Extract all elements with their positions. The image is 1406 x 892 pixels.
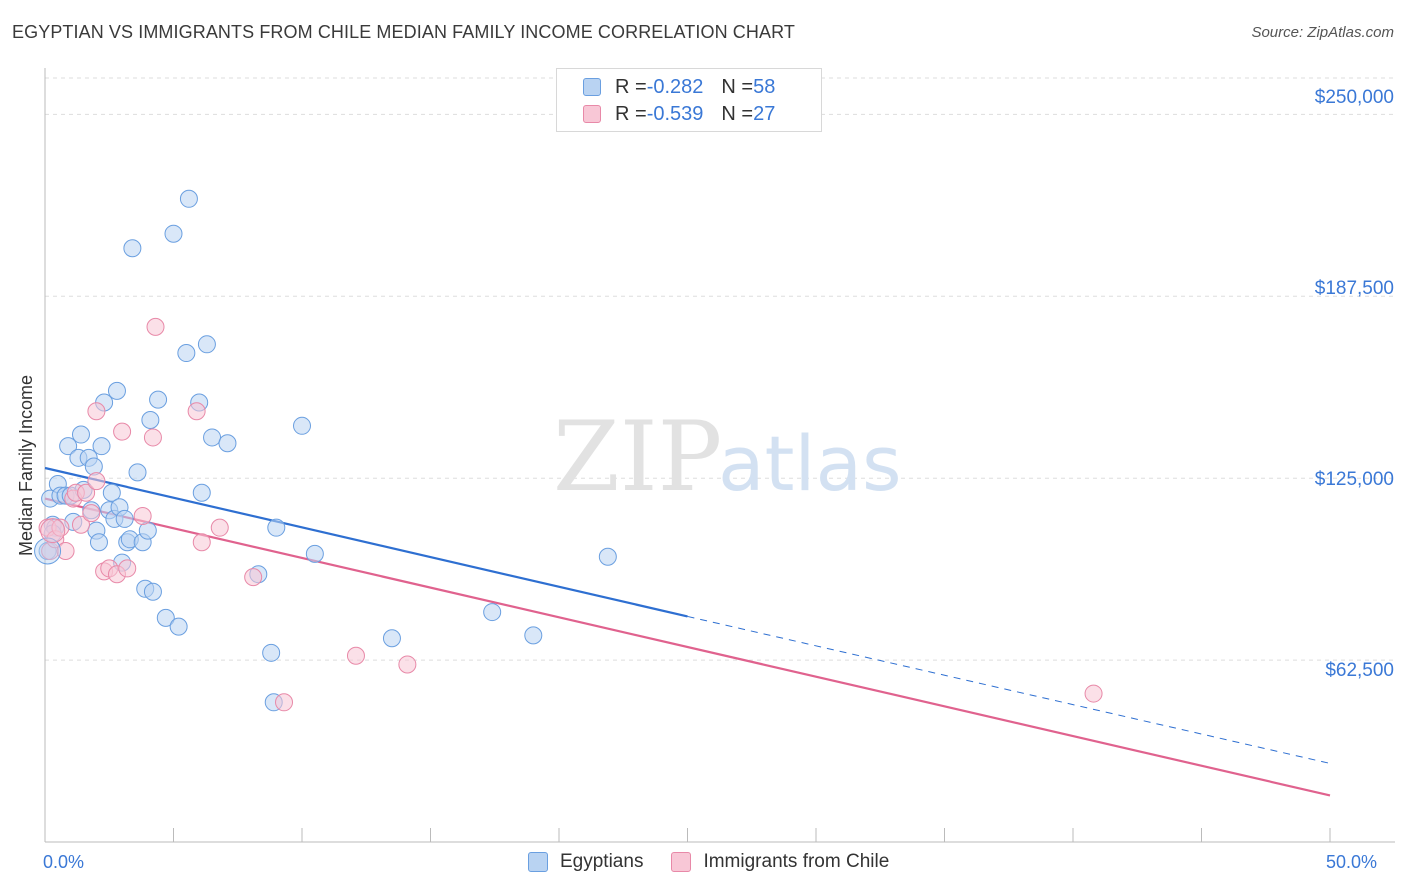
legend-swatch-chile xyxy=(671,852,692,872)
point-chile xyxy=(346,646,365,665)
y-tick-label-250000: $250,000 xyxy=(1314,87,1394,108)
legend-row-egyptians: R = -0.282 N = 58 xyxy=(583,73,775,101)
legend-item-egyptians[interactable]: Egyptians xyxy=(528,851,643,873)
legend-swatch-blue xyxy=(583,78,601,96)
point-egyptians xyxy=(203,428,222,447)
point-egyptians xyxy=(149,390,168,409)
legend-r-value: -0.539 xyxy=(646,102,704,125)
x-tick-label-max: 50.0% xyxy=(1326,852,1378,872)
watermark: ZIP atlas xyxy=(553,401,902,513)
legend-r-label: R = xyxy=(615,75,647,98)
point-chile-cluster xyxy=(40,518,66,544)
point-chile xyxy=(133,507,152,526)
point-egyptians xyxy=(102,483,121,502)
y-tick-label-125000: $125,000 xyxy=(1314,469,1394,490)
point-egyptians xyxy=(179,189,198,208)
y-tick-label-62500: $62,500 xyxy=(1325,660,1394,681)
y-axis-label: Median Family Income xyxy=(16,374,36,556)
point-egyptians xyxy=(164,224,183,243)
legend-label-chile: Immigrants from Chile xyxy=(703,851,890,872)
point-egyptians xyxy=(71,425,90,444)
watermark-zip: ZIP xyxy=(553,401,722,513)
legend-r-value: -0.282 xyxy=(646,75,704,98)
point-egyptians xyxy=(89,533,108,552)
point-chile xyxy=(82,504,101,523)
point-chile xyxy=(146,317,165,336)
legend-row-chile: R = -0.539 N = 27 xyxy=(583,100,775,128)
point-egyptians xyxy=(305,544,324,563)
legend-swatch-pink xyxy=(583,105,601,123)
x-tick-label-min: 0.0% xyxy=(43,852,85,872)
point-egyptians xyxy=(59,437,78,456)
point-egyptians xyxy=(483,603,502,622)
trend-line-egyptians xyxy=(44,466,688,618)
point-egyptians xyxy=(115,509,134,528)
point-chile xyxy=(192,533,211,552)
legend-n-label: N = xyxy=(721,75,754,98)
point-chile xyxy=(187,402,206,421)
point-egyptians xyxy=(123,239,142,258)
legend-n-value: 58 xyxy=(753,75,776,98)
point-egyptians xyxy=(128,463,147,482)
point-egyptians xyxy=(267,518,286,537)
point-chile xyxy=(143,428,162,447)
point-egyptians xyxy=(169,617,188,636)
point-egyptians xyxy=(598,547,617,566)
correlation-legend: R = -0.282 N = 58 R = -0.539 N = 27 xyxy=(556,68,822,132)
legend-n-label: N = xyxy=(721,102,754,125)
series-legend: Egyptians Immigrants from Chile xyxy=(528,851,917,873)
point-egyptians xyxy=(92,437,111,456)
trend-line-chile xyxy=(44,497,1331,797)
point-chile xyxy=(71,515,90,534)
point-chile xyxy=(113,422,132,441)
point-egyptians xyxy=(156,608,175,627)
point-chile xyxy=(210,518,229,537)
point-egyptians xyxy=(192,483,211,502)
data-points xyxy=(34,189,1103,712)
legend-n-value: 27 xyxy=(753,102,776,125)
point-egyptians xyxy=(218,434,237,453)
watermark-atlas: atlas xyxy=(718,419,902,508)
point-chile xyxy=(275,693,294,712)
y-tick-label-187500: $187,500 xyxy=(1314,278,1394,299)
point-egyptians xyxy=(262,643,281,662)
legend-r-label: R = xyxy=(615,102,647,125)
legend-swatch-egyptians xyxy=(528,852,548,872)
point-egyptians-cluster xyxy=(34,537,62,565)
point-egyptians xyxy=(107,381,126,400)
point-chile xyxy=(1084,684,1103,703)
point-egyptians xyxy=(382,629,401,648)
point-chile xyxy=(56,541,75,560)
point-egyptians xyxy=(141,410,160,429)
source-label: Source: ZipAtlas.com xyxy=(1251,24,1394,41)
point-egyptians xyxy=(293,416,311,435)
legend-label-egyptians: Egyptians xyxy=(560,851,644,872)
point-chile xyxy=(244,568,263,587)
point-egyptians xyxy=(197,335,216,354)
point-egyptians xyxy=(143,582,162,601)
axes xyxy=(44,68,1395,843)
point-egyptians xyxy=(524,626,543,645)
trend-line-egyptians-extrapolated xyxy=(687,615,1331,764)
chart-title: EGYPTIAN VS IMMIGRANTS FROM CHILE MEDIAN… xyxy=(12,22,795,42)
legend-item-chile[interactable]: Immigrants from Chile xyxy=(671,851,889,873)
point-chile xyxy=(77,483,96,502)
point-egyptians xyxy=(177,344,196,363)
point-chile xyxy=(398,655,417,674)
point-chile xyxy=(118,559,137,578)
point-chile xyxy=(87,472,106,491)
point-chile xyxy=(87,402,106,421)
trend-lines xyxy=(44,466,1331,797)
